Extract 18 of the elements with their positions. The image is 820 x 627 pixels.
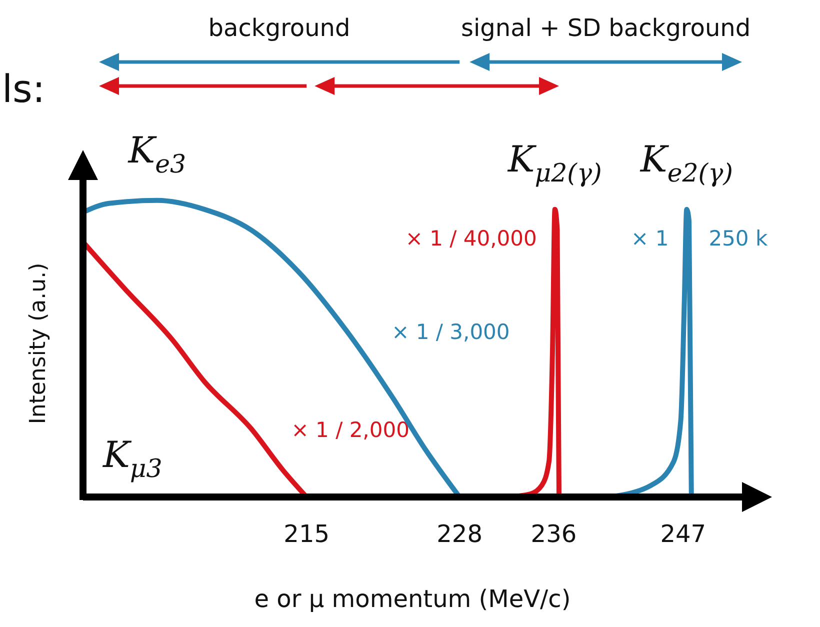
annotation: × 1 / 3,000 [392,320,510,344]
x-tick-label: 215 [284,520,330,548]
text: background [208,14,350,42]
series-label: K$_{μ3}$ [102,435,162,483]
series-label: K$_{e2(γ)}$ [639,139,733,188]
annotation: × 1 / 40,000 [405,226,537,250]
x-tick-label: 228 [436,520,482,548]
series-label: K$_{e3}$ [127,130,186,178]
y-axis-title: Intensity (a.u.) [26,262,51,424]
text: signal + SD background [460,14,751,42]
annotation: 250 k [708,226,768,250]
series-label: K$_{μ2(γ)}$ [506,139,602,188]
text: ls: [2,67,46,111]
x-tick-label: 236 [530,520,577,548]
annotation: × 1 [631,226,669,250]
x-axis-title: e or μ momentum (MeV/c) [254,585,571,613]
x-tick-label: 247 [660,520,706,548]
annotation: × 1 / 2,000 [291,418,410,442]
